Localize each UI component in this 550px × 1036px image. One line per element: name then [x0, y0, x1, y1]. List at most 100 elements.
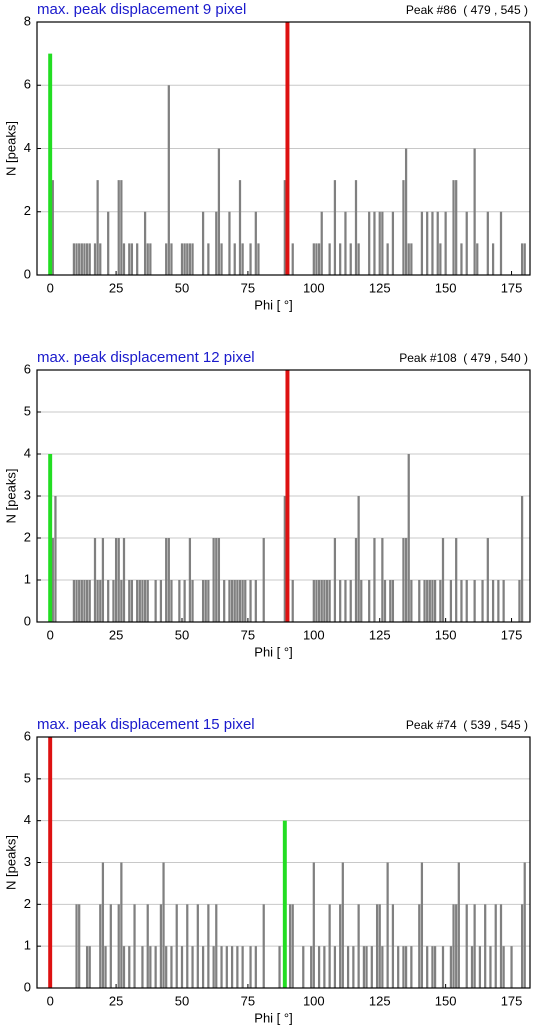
bar — [502, 580, 505, 622]
bar — [441, 538, 445, 622]
bar — [212, 946, 215, 988]
bar — [254, 946, 257, 988]
bar — [317, 243, 321, 275]
x-axis-label: Phi [ °] — [254, 297, 292, 312]
bar — [312, 862, 315, 988]
annotation: Peak #86 ( 479 , 545 ) — [406, 3, 528, 17]
bar — [360, 580, 363, 622]
bar — [328, 243, 331, 275]
bar — [75, 904, 78, 988]
bar — [375, 904, 379, 988]
bar — [230, 946, 234, 988]
bar — [325, 580, 329, 622]
y-axis-label: N [peaks] — [3, 121, 18, 176]
bar — [191, 580, 194, 622]
bar — [72, 243, 76, 275]
bar — [344, 580, 347, 622]
bar — [383, 580, 387, 622]
bar — [236, 580, 239, 622]
bar — [83, 580, 86, 622]
bar — [341, 862, 344, 988]
bar — [207, 243, 210, 275]
bar — [93, 243, 97, 275]
bar — [180, 946, 184, 988]
bar — [420, 211, 424, 275]
x-tick-label: 0 — [47, 627, 54, 642]
bar — [117, 538, 120, 622]
x-tick-label: 75 — [241, 280, 255, 295]
bar — [249, 243, 252, 275]
bar — [428, 580, 431, 622]
x-tick-label: 175 — [501, 627, 523, 642]
bar — [217, 538, 221, 622]
bar — [220, 243, 223, 275]
bar — [460, 580, 463, 622]
bar — [183, 243, 186, 275]
bar — [317, 580, 321, 622]
bar — [470, 946, 474, 988]
bar — [101, 862, 105, 988]
bar — [433, 580, 437, 622]
bar — [365, 946, 368, 988]
bar — [228, 211, 231, 275]
bar — [48, 737, 53, 988]
bar — [323, 580, 326, 622]
bar — [88, 243, 91, 275]
x-tick-label: 50 — [175, 627, 189, 642]
bar — [473, 580, 476, 622]
bar — [378, 904, 381, 988]
bar — [523, 243, 526, 275]
bar — [386, 862, 389, 988]
bar — [410, 580, 413, 622]
bar — [283, 180, 286, 275]
y-tick-label: 4 — [24, 445, 31, 460]
bar — [136, 243, 139, 275]
bar — [170, 946, 173, 988]
bar — [117, 904, 120, 988]
bar — [159, 904, 163, 988]
x-tick-label: 0 — [47, 993, 54, 1008]
bar — [389, 580, 392, 622]
y-tick-label: 3 — [24, 487, 31, 502]
y-axis-label: N [peaks] — [3, 469, 18, 524]
y-tick-label: 6 — [24, 77, 31, 92]
bar — [165, 538, 168, 622]
bar — [449, 580, 453, 622]
bar — [223, 580, 226, 622]
y-tick-label: 0 — [24, 613, 31, 628]
bar — [494, 904, 497, 988]
bar — [520, 496, 524, 622]
bar — [262, 904, 265, 988]
bar — [391, 580, 395, 622]
bar — [107, 580, 110, 622]
bar — [178, 580, 181, 622]
y-tick-label: 2 — [24, 203, 31, 218]
x-tick-label: 100 — [303, 627, 325, 642]
bar — [499, 904, 503, 988]
bar — [48, 454, 53, 622]
bar — [128, 243, 131, 275]
bar — [238, 580, 242, 622]
bar — [373, 211, 376, 275]
bar — [312, 580, 315, 622]
y-tick-label: 1 — [24, 571, 31, 586]
y-tick-label: 8 — [24, 13, 31, 28]
bar — [244, 580, 247, 622]
bar — [170, 243, 173, 275]
bar — [465, 211, 468, 275]
bar — [518, 580, 521, 622]
bar — [241, 243, 244, 275]
bar — [465, 904, 468, 988]
bar — [344, 211, 347, 275]
plot-frame — [36, 736, 531, 989]
chart-title: max. peak displacement 15 pixel — [37, 716, 255, 733]
bar — [291, 243, 294, 275]
x-tick-label: 50 — [175, 280, 189, 295]
bar — [491, 580, 495, 622]
bar — [333, 538, 337, 622]
bar — [183, 580, 186, 622]
bar — [225, 946, 228, 988]
bar — [175, 904, 178, 988]
bar — [410, 946, 413, 988]
bar — [114, 538, 118, 622]
